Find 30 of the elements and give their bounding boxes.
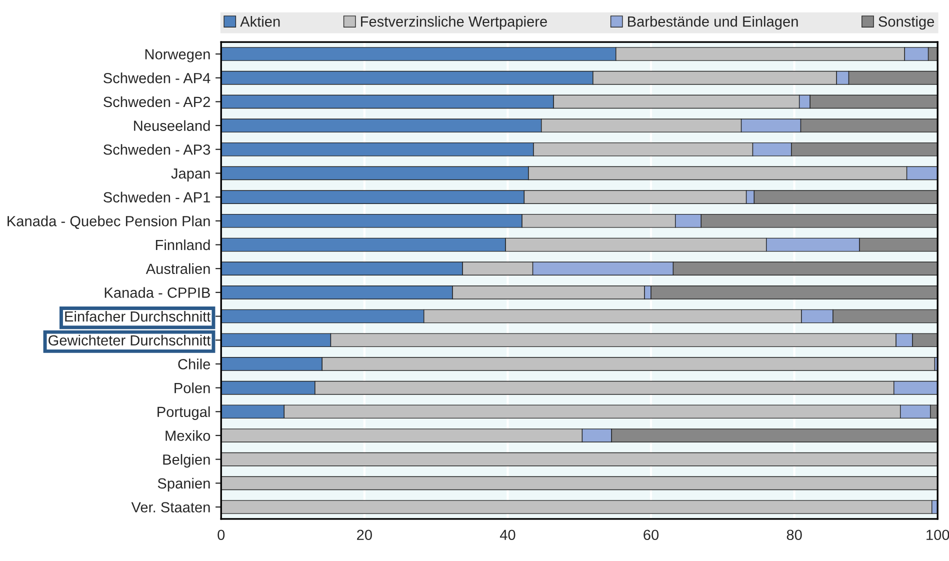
y-tick-label: Schweden - AP2 — [104, 96, 210, 108]
y-tick-label: Norwegen — [145, 49, 210, 62]
x-tick-label: 20 — [357, 530, 372, 540]
y-tick-label: Einfacher Durchschnitt — [65, 310, 211, 322]
y-tick-label: Schweden - AP1 — [104, 192, 210, 202]
y-tick-label: Kanada - Quebec Pension Plan — [8, 216, 210, 229]
y-tick-label: Gewichteter Durchschnitt — [48, 334, 211, 346]
y-tick-label: Finnland — [156, 239, 210, 250]
y-tick-label: Polen — [174, 382, 210, 394]
legend-label: Sonstige — [878, 16, 934, 30]
y-tick-label: Japan — [171, 168, 210, 182]
x-tick-label: 100 — [926, 530, 949, 540]
y-tick-label: Schweden - AP3 — [104, 144, 210, 155]
y-tick-label: Kanada - CPPIB — [104, 287, 210, 298]
y-tick-label: Ver. Staaten — [131, 502, 210, 512]
y-tick-label: Portugal — [158, 406, 210, 420]
y-tick-label: Schweden - AP4 — [104, 72, 210, 84]
y-tick-label: Chile — [178, 358, 210, 370]
legend-label: Barbestände und Einlagen — [628, 16, 798, 30]
x-tick-label: 0 — [218, 530, 225, 540]
x-tick-label: 60 — [644, 530, 659, 540]
legend-label: Festverzinsliche Wertpapiere — [361, 16, 547, 30]
x-tick-label: 80 — [786, 530, 802, 540]
y-tick-label: Australien — [146, 263, 210, 274]
x-tick-label: 40 — [500, 530, 516, 540]
y-tick-label: Belgien — [163, 454, 210, 468]
y-tick-label: Spanien — [158, 478, 210, 492]
legend-label: Aktien — [240, 16, 280, 27]
y-tick-label: Mexiko — [166, 430, 210, 441]
y-tick-label: Neuseeland — [134, 120, 210, 131]
